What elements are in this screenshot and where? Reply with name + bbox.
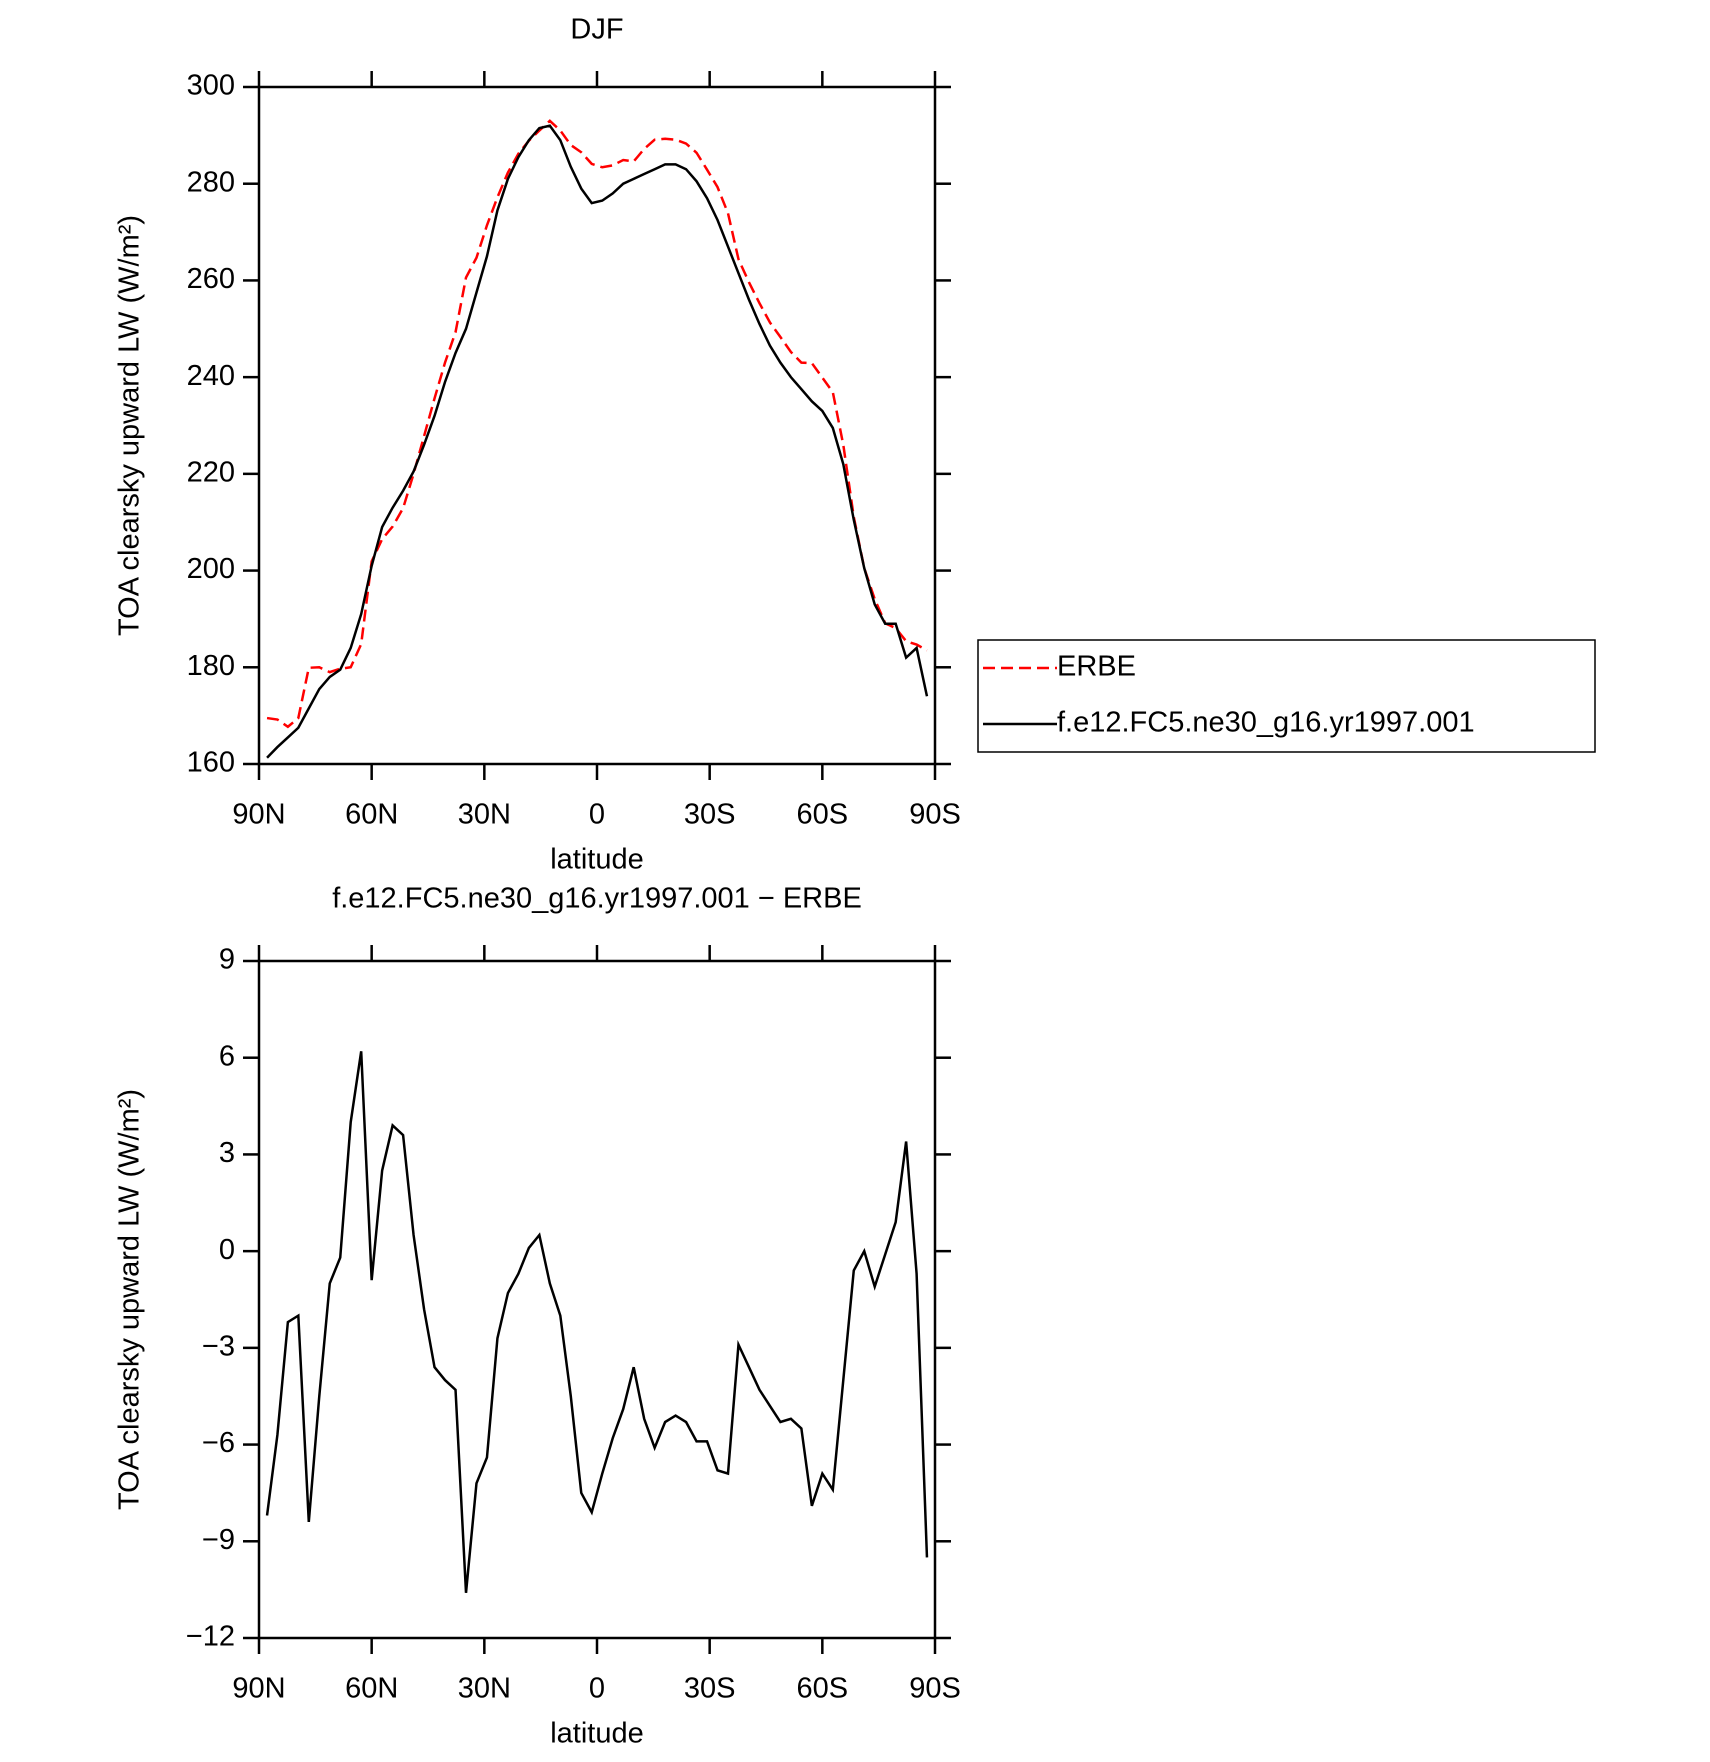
x-tick-label: 30N	[458, 1673, 511, 1705]
x-tick-label: 60N	[345, 1673, 398, 1705]
y-tick-label: 280	[187, 166, 235, 198]
y-tick-label: −6	[202, 1427, 235, 1459]
x-tick-label: 90S	[909, 799, 961, 831]
plot-frame	[257, 85, 937, 766]
x-tick-label: 60N	[345, 799, 398, 831]
y-tick-label: 9	[219, 944, 235, 976]
y-tick-label: 180	[187, 650, 235, 682]
y-tick-label: 260	[187, 263, 235, 295]
chart-title: DJF	[570, 14, 623, 46]
x-tick-label: 30N	[458, 799, 511, 831]
y-tick-label: 300	[187, 70, 235, 102]
chart-title: f.e12.FC5.ne30_g16.yr1997.001 − ERBE	[332, 883, 862, 915]
y-axis-label: TOA clearsky upward LW (W/m²)	[114, 1089, 146, 1510]
y-tick-label: 3	[219, 1137, 235, 1169]
x-tick-label: 30S	[684, 1673, 736, 1705]
x-tick-label: 30S	[684, 799, 736, 831]
legend-label: ERBE	[1057, 651, 1136, 683]
x-tick-label: 90S	[909, 1673, 961, 1705]
y-tick-label: 220	[187, 457, 235, 489]
plot-frame	[257, 959, 937, 1640]
x-tick-label: 90N	[232, 799, 285, 831]
y-tick-label: 6	[219, 1040, 235, 1072]
y-tick-label: 240	[187, 360, 235, 392]
x-tick-label: 0	[589, 799, 605, 831]
x-tick-label: 60S	[797, 799, 849, 831]
x-tick-label: 90N	[232, 1673, 285, 1705]
series-line	[265, 1051, 929, 1593]
y-tick-label: 160	[187, 747, 235, 779]
legend-label: f.e12.FC5.ne30_g16.yr1997.001	[1057, 707, 1475, 739]
y-tick-label: 0	[219, 1234, 235, 1266]
y-tick-label: −3	[202, 1331, 235, 1363]
x-axis-label: latitude	[550, 844, 644, 876]
y-axis-label: TOA clearsky upward LW (W/m²)	[114, 215, 146, 636]
x-tick-label: 60S	[797, 1673, 849, 1705]
series-line	[266, 119, 928, 729]
y-tick-label: −9	[202, 1524, 235, 1556]
legend-box	[977, 639, 1596, 753]
x-axis-label: latitude	[550, 1718, 644, 1750]
y-tick-label: 200	[187, 553, 235, 585]
x-tick-label: 0	[589, 1673, 605, 1705]
y-tick-label: −12	[186, 1621, 235, 1653]
series-line	[266, 124, 929, 759]
